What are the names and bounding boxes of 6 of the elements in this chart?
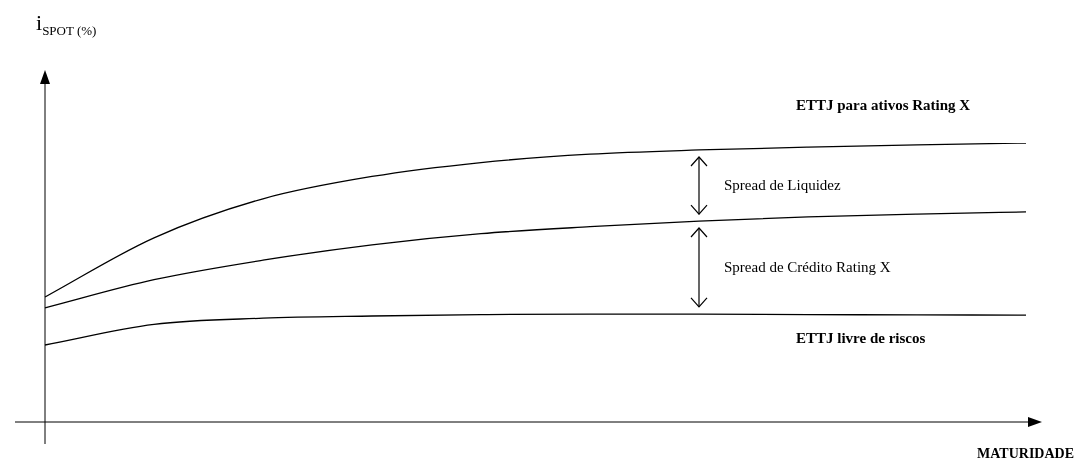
x-axis-title: MATURIDADE xyxy=(977,446,1074,462)
series-label: ETTJ livre de riscos xyxy=(796,329,926,347)
annotation: Spread de Crédito Rating X xyxy=(724,258,891,276)
annotation: Spread de Liquidez xyxy=(724,176,841,194)
y-axis-title: i$_{SPOT (%)}$ xyxy=(36,10,97,40)
text: ETTJ para ativos Rating X xyxy=(796,97,971,115)
